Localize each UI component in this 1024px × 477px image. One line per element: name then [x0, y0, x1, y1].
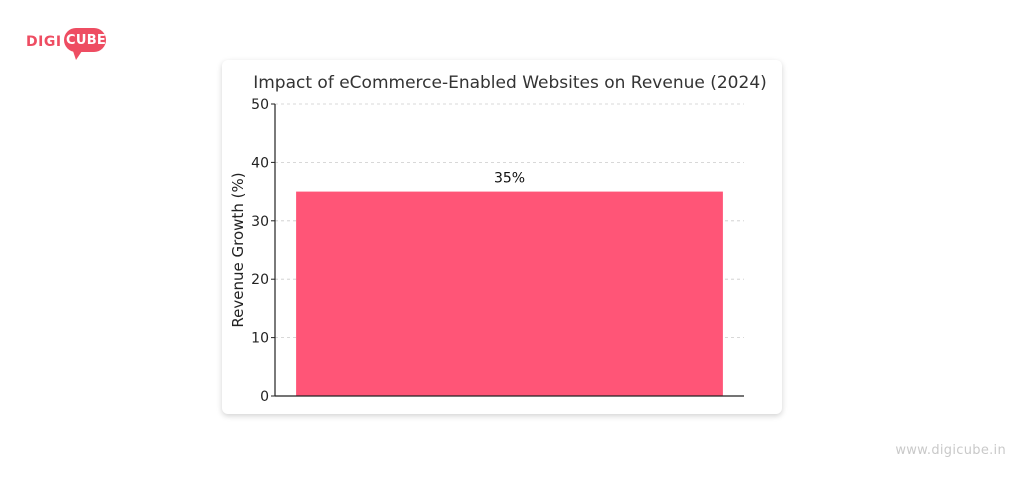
- y-tick-label: 50: [251, 97, 269, 113]
- y-axis-label: Revenue Growth (%): [229, 172, 247, 327]
- digicube-logo: DIGI CUBE: [26, 28, 108, 64]
- y-tick-label: 0: [260, 389, 269, 405]
- logo-text-digi: DIGI: [26, 34, 62, 50]
- bar: [296, 191, 723, 396]
- bar-value-label: 35%: [494, 171, 525, 187]
- axes: [274, 104, 744, 397]
- y-tick-label: 40: [251, 155, 269, 171]
- y-tick-label: 30: [251, 214, 269, 230]
- chart-title: Impact of eCommerce-Enabled Websites on …: [253, 73, 767, 93]
- bar-data-labels: 35%: [494, 171, 525, 187]
- bars: [296, 191, 723, 396]
- y-tick-label: 10: [251, 331, 269, 347]
- y-tick-label: 20: [251, 272, 269, 288]
- logo-text-cube: CUBE: [66, 33, 107, 48]
- website-watermark: www.digicube.in: [895, 443, 1006, 458]
- logo-bubble-tail: [72, 48, 84, 60]
- y-tick-labels: 0 10 20 30 40 50: [251, 97, 275, 405]
- logo-speech-bubble: [64, 28, 106, 52]
